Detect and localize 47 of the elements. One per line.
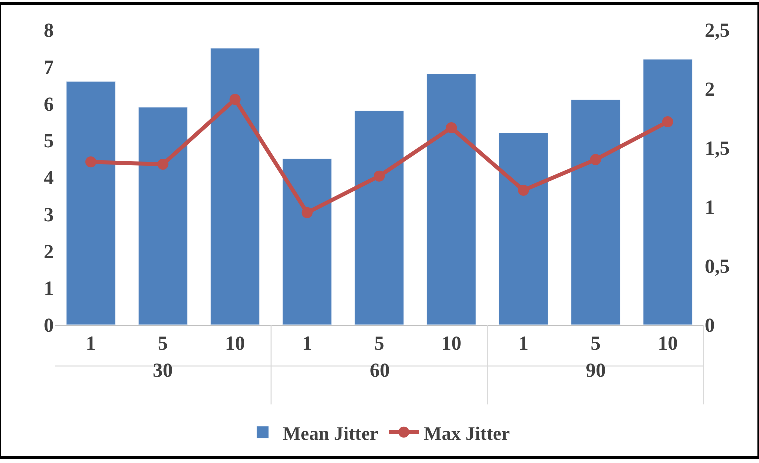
y2-tick-label: 2 xyxy=(705,79,715,101)
y-tick-label: 2 xyxy=(44,241,54,264)
bar xyxy=(66,81,116,325)
y-tick-label: 3 xyxy=(44,204,54,226)
bar xyxy=(138,107,188,325)
y2-tick-label: 1,5 xyxy=(705,138,730,160)
point xyxy=(374,170,385,182)
x-tick-label: 10 xyxy=(658,333,678,355)
x-tick-label: 5 xyxy=(158,333,168,355)
x-tick-label: 1 xyxy=(86,333,96,355)
x-tick-label: 5 xyxy=(374,333,384,355)
text: 60 xyxy=(370,360,390,382)
y-tick-label: 4 xyxy=(44,168,54,190)
point xyxy=(86,156,97,168)
y-tick-label: 6 xyxy=(44,94,54,116)
bar xyxy=(426,74,476,325)
text: 90 xyxy=(586,360,606,382)
point xyxy=(590,154,602,166)
y-tick-label: 1 xyxy=(44,278,54,300)
y-tick-label: 5 xyxy=(44,130,54,153)
y-tick-label: 7 xyxy=(44,56,54,79)
bar xyxy=(354,110,404,325)
y2-tick-label: 0,5 xyxy=(705,256,730,278)
y2-tick-label: 2,5 xyxy=(705,20,730,42)
y2-tick-label: 1 xyxy=(705,197,715,219)
x-tick-label: 10 xyxy=(225,333,246,355)
point xyxy=(302,207,313,218)
x-tick-label: 1 xyxy=(302,333,312,355)
point xyxy=(446,122,458,134)
legend-label: Max Jitter xyxy=(424,424,511,445)
x-tick-label: 5 xyxy=(590,333,601,355)
x-tick-label: 1 xyxy=(518,333,529,355)
text: 30 xyxy=(153,360,173,382)
point xyxy=(230,94,241,106)
bar xyxy=(643,59,693,325)
y-tick-label: 8 xyxy=(44,20,54,42)
bar xyxy=(210,48,260,325)
bar xyxy=(498,133,548,325)
point xyxy=(662,116,674,128)
y2-tick-label: 0 xyxy=(705,315,715,337)
point xyxy=(158,159,169,170)
x-tick-label: 10 xyxy=(442,333,462,355)
point xyxy=(518,184,530,196)
legend-label: Mean Jitter xyxy=(283,424,380,445)
bar xyxy=(571,100,621,325)
bar xyxy=(282,158,332,325)
y-tick-label: 0 xyxy=(44,315,54,337)
